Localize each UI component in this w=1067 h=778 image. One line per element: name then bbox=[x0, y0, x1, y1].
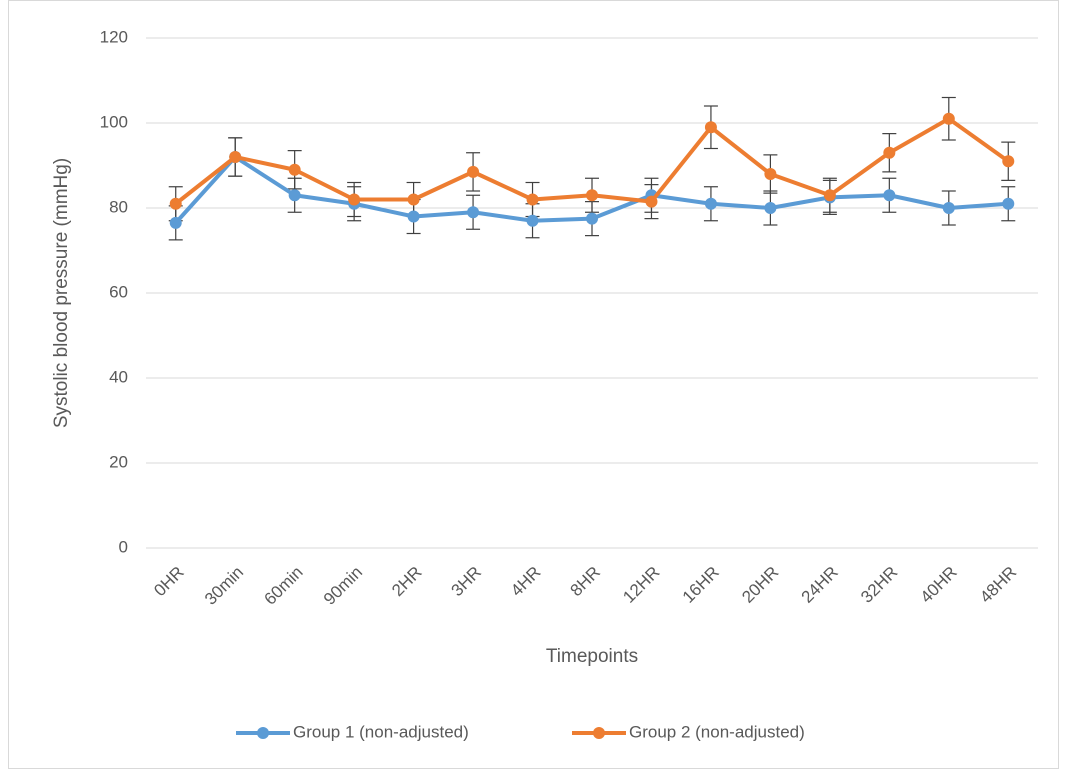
data-point bbox=[348, 193, 361, 206]
data-point bbox=[764, 168, 777, 180]
legend-label: Group 2 (non-adjusted) bbox=[629, 722, 805, 741]
y-tick-label: 80 bbox=[109, 197, 128, 216]
data-point bbox=[645, 195, 658, 208]
y-tick-label: 60 bbox=[109, 282, 128, 301]
data-point bbox=[704, 197, 717, 210]
y-tick-label: 100 bbox=[100, 112, 128, 131]
data-point bbox=[407, 210, 420, 223]
data-point bbox=[407, 193, 420, 206]
data-point bbox=[1002, 197, 1015, 210]
y-tick-label: 40 bbox=[109, 367, 128, 386]
data-point bbox=[229, 151, 242, 163]
data-point bbox=[586, 212, 598, 225]
data-point bbox=[883, 146, 896, 159]
data-point bbox=[526, 193, 539, 206]
y-axis-title: Systolic blood pressure (mmHg) bbox=[51, 158, 72, 428]
data-point bbox=[586, 189, 598, 202]
data-point bbox=[704, 121, 717, 134]
x-axis-title: Timepoints bbox=[546, 646, 638, 667]
data-point bbox=[467, 165, 480, 178]
chart-border bbox=[8, 0, 1059, 769]
data-point bbox=[942, 202, 955, 214]
legend-label: Group 1 (non-adjusted) bbox=[293, 722, 469, 741]
data-point bbox=[823, 189, 836, 202]
data-point bbox=[288, 189, 301, 202]
data-point bbox=[764, 202, 777, 214]
y-tick-label: 120 bbox=[100, 27, 128, 46]
y-tick-label: 20 bbox=[109, 452, 128, 471]
legend-marker bbox=[257, 727, 269, 739]
data-point bbox=[288, 163, 301, 176]
data-point bbox=[169, 216, 182, 229]
data-point bbox=[942, 112, 955, 125]
data-point bbox=[467, 206, 480, 219]
data-point bbox=[526, 214, 539, 227]
legend-marker bbox=[593, 727, 605, 739]
data-point bbox=[1002, 155, 1015, 168]
data-point bbox=[883, 189, 896, 202]
data-point bbox=[169, 197, 182, 210]
y-tick-label: 0 bbox=[119, 537, 128, 556]
